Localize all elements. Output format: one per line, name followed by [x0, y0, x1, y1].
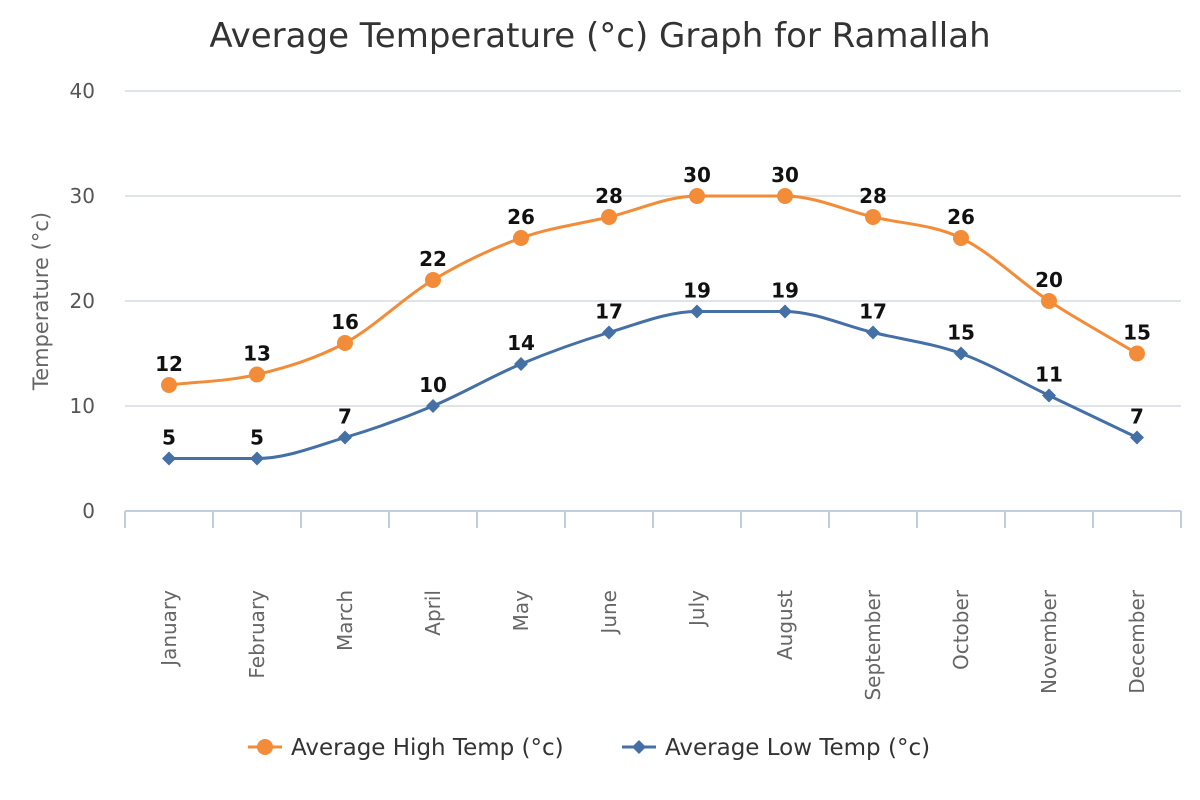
data-label: 19	[683, 279, 711, 303]
x-tick-label: February	[245, 590, 269, 679]
data-label: 22	[419, 247, 447, 271]
data-label: 10	[419, 373, 447, 397]
data-point	[514, 357, 528, 371]
data-label: 30	[771, 163, 799, 187]
data-point	[689, 188, 705, 204]
y-tick-label: 0	[82, 499, 95, 523]
legend: Average High Temp (°c) Average Low Temp (…	[248, 735, 930, 761]
series-line	[169, 309, 1138, 461]
data-point	[250, 451, 264, 466]
y-tick-label: 30	[70, 184, 95, 208]
data-label: 11	[1035, 363, 1063, 387]
data-point	[690, 304, 704, 319]
y-tick-label: 10	[70, 394, 95, 418]
data-point	[1130, 430, 1144, 445]
data-point	[865, 209, 881, 225]
data-point	[1041, 293, 1057, 309]
data-point	[777, 188, 793, 204]
x-axis-tick-labels: January February March April May June July Augu…	[157, 589, 1149, 700]
y-tick-label: 40	[70, 79, 95, 103]
data-label: 7	[1130, 405, 1144, 429]
data-label: 19	[771, 279, 799, 303]
data-label: 15	[1123, 321, 1151, 345]
data-label: 26	[947, 205, 975, 229]
data-point	[337, 335, 353, 351]
series-line	[168, 194, 1138, 387]
data-label: 5	[162, 426, 176, 450]
y-axis-tick-labels: 0 10 20 30 40	[70, 79, 95, 523]
data-label: 15	[947, 321, 975, 345]
data-point	[1042, 388, 1056, 403]
x-tick-label: April	[421, 590, 445, 636]
data-label: 7	[338, 405, 352, 429]
grid-lines	[125, 90, 1181, 407]
data-label: 17	[595, 300, 623, 324]
data-point	[338, 430, 352, 445]
data-point	[426, 399, 440, 413]
data-label: 12	[155, 352, 183, 376]
data-point	[954, 346, 968, 361]
data-point	[778, 304, 792, 319]
x-tick-label: August	[773, 590, 797, 660]
data-label: 30	[683, 163, 711, 187]
legend-marker	[257, 739, 273, 755]
x-tick-label: September	[861, 589, 885, 700]
series-average-low-temp: 5 5 7 10 14 17 19 19 17 15 11 7	[162, 279, 1144, 466]
data-label: 28	[595, 184, 623, 208]
y-tick-label: 20	[70, 289, 95, 313]
data-point	[161, 377, 177, 393]
data-label: 13	[243, 342, 271, 366]
data-point	[425, 272, 441, 288]
series-average-high-temp: 12 13 16 22 26 28 30 30 28 26 20 15	[155, 163, 1151, 393]
data-label: 20	[1035, 268, 1063, 292]
data-point	[601, 209, 617, 225]
legend-item[interactable]: Average Low Temp (°c)	[622, 735, 930, 761]
data-point	[866, 325, 880, 340]
y-axis-title: Temperature (°c)	[29, 212, 53, 391]
data-point	[953, 230, 969, 246]
legend-marker	[632, 740, 646, 754]
legend-label: Average High Temp (°c)	[291, 735, 564, 761]
data-label: 16	[331, 310, 359, 334]
x-tick-label: January	[157, 590, 181, 668]
x-tick-label: May	[509, 590, 533, 632]
data-point	[249, 366, 265, 383]
data-point	[162, 451, 176, 466]
data-label: 5	[250, 426, 264, 450]
data-point	[513, 230, 529, 246]
data-point	[1129, 345, 1145, 362]
x-tick-label: June	[597, 590, 621, 636]
data-point	[602, 325, 616, 340]
data-label: 26	[507, 205, 535, 229]
x-tick-label: December	[1125, 589, 1149, 693]
chart-title: Average Temperature (°c) Graph for Ramal…	[209, 16, 990, 56]
x-tick-label: October	[949, 589, 973, 670]
x-tick-label: March	[333, 590, 357, 651]
data-label: 17	[859, 300, 887, 324]
x-tick-label: November	[1037, 589, 1061, 694]
data-label: 14	[507, 331, 535, 355]
x-axis	[124, 510, 1182, 528]
data-label: 28	[859, 184, 887, 208]
legend-item[interactable]: Average High Temp (°c)	[248, 735, 564, 761]
legend-label: Average Low Temp (°c)	[665, 735, 930, 761]
x-tick-label: July	[685, 590, 709, 628]
